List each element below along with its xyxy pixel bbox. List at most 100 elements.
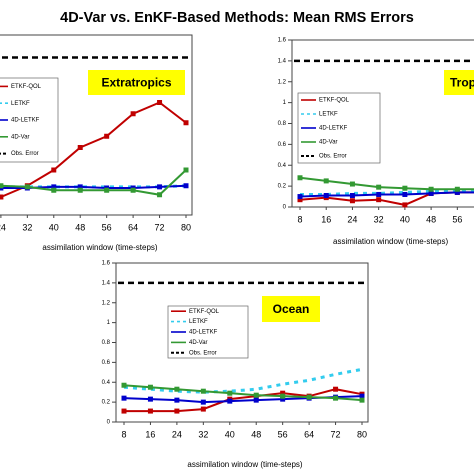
plot-area [0, 34, 193, 216]
x-tick-label: 24 [172, 429, 182, 439]
point [402, 185, 408, 191]
series-line [299, 191, 474, 206]
x-tick-label: 80 [357, 429, 367, 439]
series-line [299, 176, 474, 191]
point [297, 175, 303, 181]
y-tick-label: 0 [107, 420, 111, 426]
point [51, 187, 57, 193]
legend-label: 4D-Var [319, 140, 338, 146]
x-tick-label: 32 [22, 222, 32, 232]
point [51, 184, 57, 190]
legend-label: 4D-Var [11, 134, 30, 140]
point [157, 184, 163, 190]
legend-label: Obs. Error [319, 154, 347, 160]
y-tick-label: 1.6 [278, 38, 287, 44]
x-tick-label: 48 [75, 222, 85, 232]
x-axis-label: assimilation window (time-steps) [187, 460, 302, 469]
series-line [0, 184, 187, 189]
point [323, 193, 329, 199]
point [306, 394, 312, 400]
x-tick-label: 40 [225, 429, 235, 439]
point [183, 167, 189, 173]
point [376, 184, 382, 190]
point [147, 396, 153, 402]
legend-label: 4D-LETKF [189, 330, 218, 336]
legend-label: 4D-LETKF [319, 126, 348, 132]
series-line [123, 367, 363, 394]
point [253, 392, 259, 398]
x-tick-label: 64 [304, 429, 314, 439]
x-tick-label: 48 [251, 429, 261, 439]
x-tick-label: 72 [331, 429, 341, 439]
point [323, 178, 329, 184]
point [77, 145, 83, 150]
region-label-box [88, 70, 185, 95]
y-tick-label: 0.2 [278, 184, 287, 190]
y-tick-label: 0.8 [102, 340, 111, 346]
x-tick-label: 24 [0, 222, 6, 232]
series-line [0, 169, 187, 196]
x-tick-label: 72 [155, 222, 165, 232]
point [104, 133, 110, 139]
point [428, 186, 434, 192]
y-tick-label: 0.6 [278, 142, 287, 148]
y-tick-label: 0.8 [278, 121, 287, 127]
x-tick-label: 56 [278, 429, 288, 439]
legend-label: LETKF [11, 101, 30, 107]
point [376, 191, 382, 197]
point [157, 100, 163, 105]
x-axis-label: assimilation window (time-steps) [42, 243, 157, 252]
x-tick-label: 32 [374, 214, 384, 224]
x-tick-label: 56 [102, 222, 112, 232]
point [200, 406, 206, 412]
point [280, 393, 286, 399]
point [297, 197, 303, 203]
legend-label: LETKF [189, 319, 208, 325]
y-tick-label: 1 [107, 320, 111, 326]
y-tick-label: 0.2 [102, 400, 111, 406]
series-line [0, 101, 187, 199]
point [359, 393, 365, 399]
x-tick-label: 48 [426, 214, 436, 224]
legend-label: ETKF-QOL [11, 84, 42, 90]
y-tick-label: 0.4 [102, 380, 111, 386]
y-tick-label: 1.2 [278, 79, 287, 85]
region-label: Tropics [450, 76, 474, 90]
point [280, 390, 286, 396]
region-label-box [444, 70, 474, 95]
x-tick-label: 40 [49, 222, 59, 232]
point [0, 194, 4, 200]
legend-label: ETKF-QOL [189, 309, 220, 315]
legend-label: 4D-LETKF [11, 118, 40, 124]
point [174, 408, 180, 414]
point [227, 390, 233, 396]
point [280, 396, 286, 402]
point [200, 399, 206, 405]
region-label-box [262, 296, 320, 322]
y-tick-label: 0.6 [102, 360, 111, 366]
point [174, 397, 180, 403]
series-line [124, 388, 363, 413]
panel: 00.20.40.60.811.21.41.681624324048566472… [278, 38, 474, 246]
point [174, 386, 180, 392]
x-axis-label: assimilation window (time-steps) [333, 237, 448, 246]
legend-label: LETKF [319, 112, 338, 118]
x-tick-label: 80 [181, 222, 191, 232]
point [359, 397, 365, 403]
y-tick-label: 0 [283, 205, 287, 211]
legend-label: 4D-Var [189, 340, 208, 346]
region-label: Ocean [273, 302, 310, 316]
point [121, 408, 127, 414]
point [376, 197, 382, 203]
point [349, 193, 355, 199]
point [200, 388, 206, 394]
point [51, 167, 57, 173]
y-tick-label: 1 [283, 100, 287, 106]
x-tick-label: 24 [347, 214, 357, 224]
point [24, 184, 30, 190]
point [402, 202, 408, 208]
y-tick-label: 0.4 [278, 163, 287, 169]
